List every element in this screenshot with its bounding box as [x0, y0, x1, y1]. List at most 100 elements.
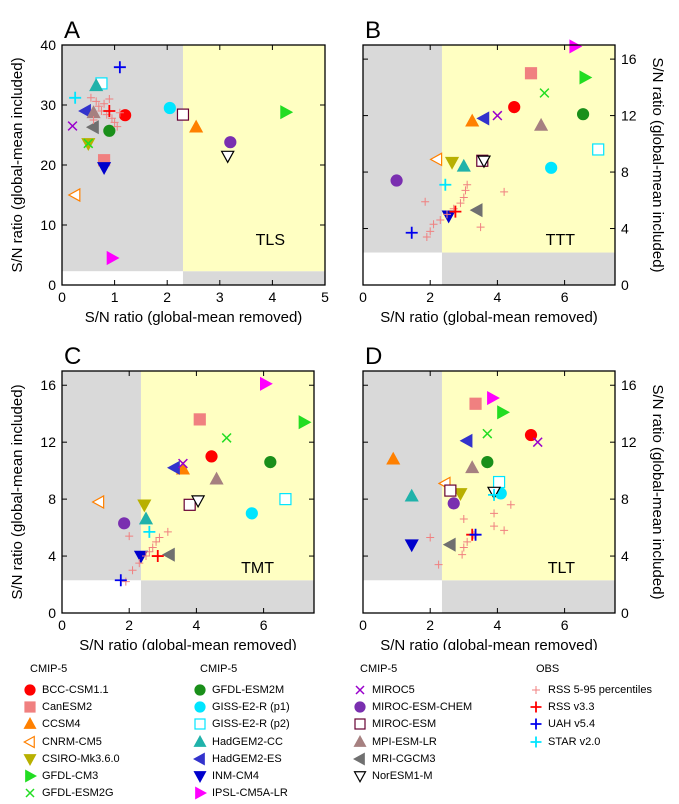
- point-noresm1-m: [191, 495, 206, 509]
- point-hadgem2-cc: [404, 488, 419, 502]
- point-mpi-esm-lr: [465, 460, 480, 474]
- legend-marker: [532, 686, 540, 694]
- legend-label: CCSM4: [42, 718, 81, 731]
- point-rss-5-95-percentiles: [459, 515, 468, 524]
- panel-tag: TLT: [548, 560, 575, 577]
- point-rss-5-95-percentiles: [506, 500, 515, 509]
- point-rss-5-95-percentiles: [426, 533, 435, 542]
- point-giss-e2-r-p2: [592, 143, 605, 156]
- legend-marker: [194, 684, 206, 696]
- x-tick-label: 0: [359, 617, 367, 633]
- point-rss-5-95-percentiles: [500, 526, 509, 535]
- point-cnrm-cm5: [429, 152, 443, 167]
- point-mri-cgcm3: [161, 547, 175, 562]
- legend-marker-shape: [353, 752, 365, 766]
- plot-frame: [362, 44, 616, 286]
- point-inm-cm4: [133, 550, 149, 564]
- panel-tag: TMT: [241, 560, 274, 577]
- point-bcc-csm1-1: [508, 101, 521, 114]
- point-miroc-esm-chem: [118, 517, 131, 530]
- point-gfdl-cm3: [497, 405, 511, 420]
- point-mpi-esm-lr: [534, 117, 549, 131]
- point-giss-e2-r-p1: [245, 507, 258, 520]
- point-csiro-mk3-6-0: [453, 488, 468, 501]
- panel-a: 0 1 2 3 4 5 0 10 20 30 40 A TLS S/N ratio (global-mea…: [9, 17, 329, 326]
- x-axis-label: S/N ratio (global-mean removed): [85, 309, 303, 326]
- y-tick-label: 40: [40, 37, 56, 53]
- point-rss-5-95-percentiles: [422, 233, 431, 241]
- y-tick-label: 0: [48, 277, 56, 293]
- point-rss-5-95-percentiles: [456, 199, 465, 208]
- y-axis-label: S/N ratio (global-mean included): [9, 57, 26, 272]
- legend-marker: [194, 718, 206, 730]
- region-grey-left: [62, 45, 183, 272]
- point-ipsl-cm5a-lr: [569, 39, 583, 54]
- point-hadgem2-cc: [89, 78, 104, 92]
- point-rss-v3-3: [449, 205, 462, 218]
- y-tick-label: 0: [621, 277, 629, 293]
- panel-letter: C: [64, 343, 81, 370]
- legend-marker-shape: [354, 701, 366, 713]
- legend-marker-shape: [194, 718, 206, 730]
- legend-marker-shape: [353, 734, 367, 747]
- region-grey-left: [363, 371, 442, 581]
- point-rss-5-95-percentiles: [121, 577, 130, 586]
- point-gfdl-esm2g: [539, 88, 550, 98]
- point-rss-5-95-percentiles: [148, 543, 157, 552]
- legend-marker-shape: [354, 718, 366, 730]
- legend-header: CMIP-5: [200, 663, 238, 675]
- legend-marker: [530, 701, 542, 713]
- legend-label: CNRM-CM5: [42, 735, 102, 748]
- legend-header: CMIP-5: [360, 663, 398, 675]
- legend-marker-shape: [193, 771, 207, 783]
- legend-label: RSS 5-95 percentiles: [548, 684, 652, 696]
- x-tick-label: 6: [561, 289, 569, 305]
- point-mri-cgcm3: [442, 537, 456, 552]
- y-tick-label: 16: [621, 51, 637, 67]
- legend-label: HadGEM2-ES: [212, 752, 282, 765]
- legend-label: INM-CM4: [212, 770, 260, 782]
- region-grey-bottom: [182, 271, 325, 285]
- point-miroc-esm-chem: [390, 174, 403, 187]
- plot-frame: [362, 370, 616, 614]
- panel-letter: D: [365, 343, 382, 370]
- legend-label: IPSL-CM5A-LR: [212, 787, 288, 800]
- point-rss-5-95-percentiles: [152, 537, 161, 546]
- legend-label: RSS v3.3: [548, 701, 595, 714]
- legend-marker-shape: [24, 701, 36, 713]
- point-rss-5-95-percentiles: [426, 227, 435, 236]
- point-rss-5-95-percentiles: [463, 537, 472, 546]
- point-rss-5-95-percentiles: [100, 99, 109, 108]
- point-rss-5-95-percentiles: [115, 108, 124, 117]
- point-rss-5-95-percentiles: [459, 543, 468, 552]
- point-ccsm4: [465, 113, 480, 127]
- point-rss-5-95-percentiles: [113, 122, 122, 131]
- legend-marker-shape: [24, 684, 36, 696]
- point-rss-5-95-percentiles: [461, 186, 470, 195]
- point-mri-cgcm3: [85, 120, 99, 135]
- legend-marker-shape: [353, 771, 367, 783]
- y-tick-label: 8: [621, 491, 629, 507]
- point-giss-e2-r-p1: [545, 161, 558, 174]
- point-gfdl-esm2g: [83, 138, 94, 149]
- legend-label: GFDL-CM3: [42, 770, 99, 782]
- legend-marker-shape: [23, 717, 37, 730]
- x-tick-label: 0: [58, 617, 66, 633]
- panel-tag: TTT: [546, 232, 576, 249]
- point-gfdl-esm2m: [481, 456, 494, 469]
- point-inm-cm4: [441, 210, 456, 224]
- point-miroc5: [67, 121, 78, 131]
- y-axis-label: S/N ratio (global-mean included): [9, 384, 26, 599]
- x-tick-label: 2: [125, 617, 133, 633]
- y-axis-label: S/N ratio (global-mean included): [649, 57, 666, 272]
- point-star-v2-0: [143, 525, 156, 538]
- legend-marker: [353, 771, 367, 783]
- point-rss-5-95-percentiles: [490, 509, 499, 518]
- legend-marker: [25, 788, 35, 798]
- point-hadgem2-es: [459, 433, 473, 448]
- legend: CMIP-5 BCC-CSM1.1 CanESM2 CCSM4 CNRM-CM5 CSIR…: [0, 650, 679, 804]
- point-uah-v5-4: [114, 574, 127, 587]
- legend-label: MPI-ESM-LR: [372, 735, 437, 748]
- y-tick-label: 8: [621, 164, 629, 180]
